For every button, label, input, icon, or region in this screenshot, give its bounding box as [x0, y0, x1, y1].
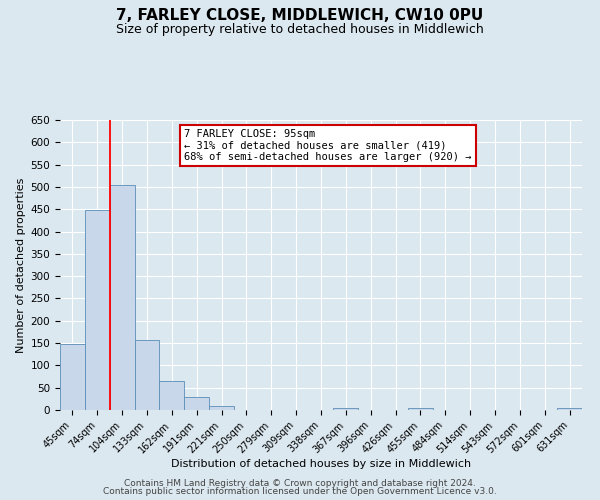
Text: 7 FARLEY CLOSE: 95sqm
← 31% of detached houses are smaller (419)
68% of semi-det: 7 FARLEY CLOSE: 95sqm ← 31% of detached … — [184, 129, 472, 162]
Text: Contains HM Land Registry data © Crown copyright and database right 2024.: Contains HM Land Registry data © Crown c… — [124, 478, 476, 488]
Bar — [557, 408, 582, 410]
Text: Contains public sector information licensed under the Open Government Licence v3: Contains public sector information licen… — [103, 487, 497, 496]
Bar — [60, 344, 85, 410]
Bar — [334, 408, 358, 410]
Bar — [85, 210, 110, 410]
Bar — [160, 381, 184, 410]
Bar — [134, 340, 160, 410]
Bar — [184, 396, 209, 410]
Bar — [209, 406, 234, 410]
X-axis label: Distribution of detached houses by size in Middlewich: Distribution of detached houses by size … — [171, 459, 471, 469]
Text: Size of property relative to detached houses in Middlewich: Size of property relative to detached ho… — [116, 22, 484, 36]
Bar — [110, 184, 134, 410]
Bar — [408, 408, 433, 410]
Y-axis label: Number of detached properties: Number of detached properties — [16, 178, 26, 352]
Text: 7, FARLEY CLOSE, MIDDLEWICH, CW10 0PU: 7, FARLEY CLOSE, MIDDLEWICH, CW10 0PU — [116, 8, 484, 22]
